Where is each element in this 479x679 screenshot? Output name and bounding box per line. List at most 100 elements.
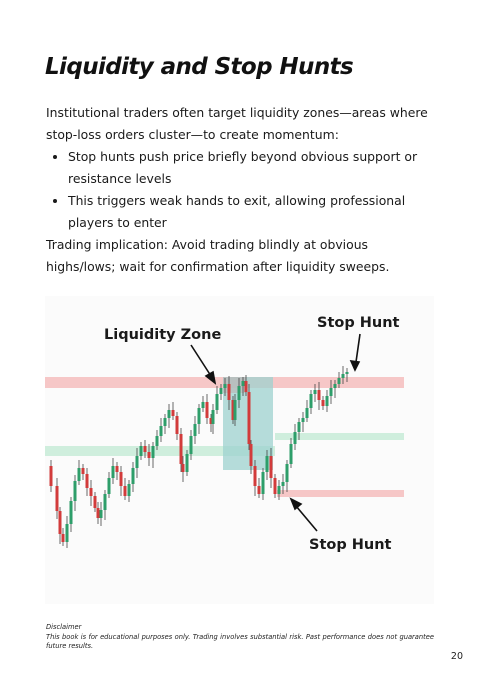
disclaimer-text: This book is for educational purposes on… [46, 632, 434, 651]
bull-candle [99, 510, 103, 518]
bullet-item: Stop hunts push price briefly beyond obv… [68, 146, 436, 190]
stop-hunt-bottom-label: Stop Hunt [309, 537, 392, 553]
bear-candle [49, 466, 53, 486]
bull-candle [189, 436, 193, 454]
bull-candle [159, 426, 163, 436]
bull-candle [309, 394, 313, 408]
bull-candle [193, 424, 197, 436]
bullet-item: This triggers weak hands to exit, allowi… [68, 190, 436, 234]
bull-candle [223, 384, 227, 388]
bull-candle [237, 386, 241, 400]
page-title: Liquidity and Stop Hunts [45, 54, 354, 80]
bullet-list: Stop hunts push price briefly beyond obv… [46, 146, 436, 234]
bull-candle [215, 394, 219, 410]
bull-candle [261, 472, 265, 494]
bull-candle [151, 446, 155, 458]
bull-candle [297, 422, 301, 432]
bull-candle [197, 408, 201, 424]
bull-candle [281, 482, 285, 486]
arrow-head-icon [204, 370, 217, 385]
body-text: Institutional traders often target liqui… [46, 102, 436, 278]
bear-candle [93, 496, 97, 508]
bull-candle [139, 446, 143, 456]
bear-candle [96, 508, 100, 518]
bull-candle [77, 468, 81, 481]
bull-candle [107, 478, 111, 494]
stop-hunt-top-label: Stop Hunt [317, 315, 400, 331]
bull-candle [265, 456, 269, 472]
bull-candle [167, 410, 171, 418]
bull-candle [185, 454, 189, 472]
bear-candle [209, 418, 213, 424]
candlesticks [49, 366, 349, 548]
support-liquidity-band [45, 446, 275, 456]
bear-candle [253, 466, 257, 486]
bull-candle [73, 481, 77, 501]
bull-candle [103, 494, 107, 510]
bull-candle [325, 396, 329, 406]
bear-candle [205, 402, 209, 418]
bear-candle [179, 434, 183, 464]
bear-candle [115, 466, 119, 472]
bear-candle [175, 416, 179, 434]
bull-candle [127, 484, 131, 496]
bull-candle [111, 466, 115, 478]
bull-candle [305, 408, 309, 418]
bull-candle [285, 464, 289, 482]
bear-candle [143, 446, 147, 452]
bull-candle [201, 402, 205, 408]
liquidity-zone-arrow [190, 344, 212, 377]
bear-candle [123, 486, 127, 496]
bear-candle [89, 488, 93, 496]
bear-candle [321, 400, 325, 406]
stop-hunt-bottom-arrow [295, 505, 318, 532]
bear-candle [147, 452, 151, 458]
bear-candle [58, 511, 62, 534]
bull-candle [211, 410, 215, 424]
stop-hunt-chart-figure: Liquidity Zone Stop Hunt Stop Hunt [45, 296, 434, 604]
bear-candle [61, 534, 65, 542]
bear-candle [247, 392, 251, 444]
stop-hunt-low-band [277, 490, 404, 497]
arrow-head-icon [289, 497, 303, 511]
bull-candle [337, 378, 341, 384]
disclaimer-heading: Disclaimer [46, 623, 82, 631]
bull-candle [333, 384, 337, 388]
bull-candle [131, 468, 135, 484]
bull-candle [289, 444, 293, 464]
bull-candle [233, 400, 237, 420]
liquidity-zone-label: Liquidity Zone [104, 327, 221, 343]
bull-candle [219, 388, 223, 394]
stop-hunt-top-arrow [355, 333, 361, 363]
bull-candle [135, 456, 139, 468]
bull-candle [293, 432, 297, 444]
implication-paragraph: Trading implication: Avoid trading blind… [46, 237, 390, 274]
bear-candle [231, 400, 235, 420]
bear-candle [244, 381, 248, 392]
bull-candle [329, 388, 333, 396]
bear-candle [273, 478, 277, 494]
bull-candle [345, 372, 349, 374]
bear-candle [317, 390, 321, 400]
bull-candle [301, 418, 305, 422]
bear-candle [171, 410, 175, 416]
bear-candle [81, 468, 85, 474]
bull-candle [277, 486, 281, 494]
bear-candle [85, 474, 89, 488]
bear-candle [181, 464, 185, 472]
support-level-line [275, 433, 404, 440]
bull-candle [155, 436, 159, 446]
bull-candle [341, 374, 345, 378]
page-number: 20 [450, 651, 463, 662]
bear-candle [257, 486, 261, 494]
bull-candle [163, 418, 167, 426]
bull-candle [313, 390, 317, 394]
bear-candle [119, 472, 123, 486]
intro-paragraph: Institutional traders often target liqui… [46, 105, 428, 142]
bull-candle [241, 381, 245, 386]
bear-candle [269, 456, 273, 478]
bear-candle [55, 486, 59, 511]
bear-candle [227, 384, 231, 400]
bear-candle [249, 444, 253, 466]
arrow-head-icon [349, 360, 361, 372]
